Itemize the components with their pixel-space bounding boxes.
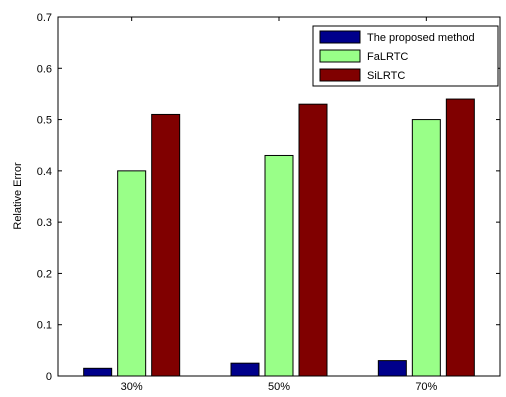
bar [83, 367, 113, 377]
legend-swatch [319, 30, 361, 44]
bar [117, 170, 147, 377]
y-tick-label: 0.4 [37, 166, 52, 178]
legend-label: The proposed method [367, 32, 475, 44]
y-axis: 0 0.1 0.2 0.3 0.4 0.5 0.6 0.7 [37, 12, 500, 383]
bar [445, 98, 475, 377]
bar [264, 154, 294, 377]
x-tick-label: 30% [121, 381, 143, 392]
y-tick-label: 0 [46, 371, 52, 383]
y-tick-label: 0.1 [37, 320, 52, 332]
bar [298, 103, 328, 377]
legend-label: SiLRTC [367, 70, 405, 82]
bar [230, 362, 260, 377]
legend-swatch [319, 68, 361, 82]
bar [377, 360, 407, 377]
x-tick-label: 70% [415, 381, 437, 392]
x-axis: 30% 50% 70% [121, 17, 438, 393]
y-axis-label: Relative Error [12, 162, 24, 230]
legend: The proposed method FaLRTC SiLRTC [312, 25, 499, 87]
legend-swatch [319, 49, 361, 63]
y-tick-label: 0.7 [37, 12, 52, 24]
y-tick-label: 0.2 [37, 268, 52, 280]
bar [151, 113, 181, 377]
bars [83, 98, 475, 377]
y-tick-label: 0.5 [37, 115, 52, 127]
y-tick-label: 0.6 [37, 63, 52, 75]
y-tick-label: 0.3 [37, 217, 52, 229]
legend-label: FaLRTC [367, 51, 408, 63]
bar [411, 119, 441, 377]
x-tick-label: 50% [268, 381, 290, 392]
